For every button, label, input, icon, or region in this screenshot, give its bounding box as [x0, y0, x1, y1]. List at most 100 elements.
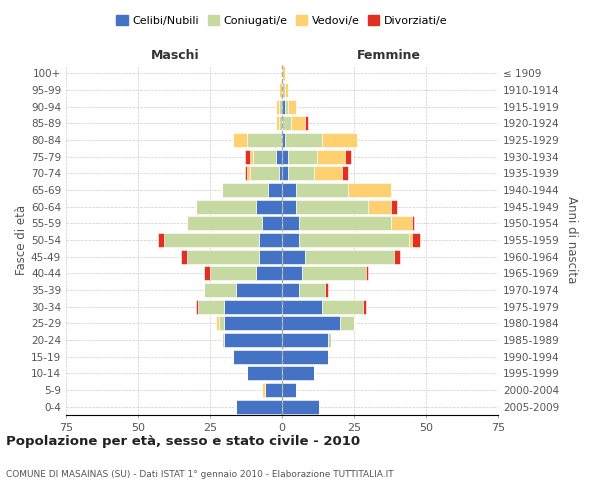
Bar: [187, 250, 259, 264]
Bar: [282, 316, 340, 330]
Bar: [362, 300, 365, 314]
Bar: [221, 333, 224, 347]
Bar: [282, 250, 305, 264]
Bar: [282, 400, 319, 414]
Bar: [288, 100, 296, 114]
Bar: [236, 400, 282, 414]
Bar: [282, 116, 290, 130]
Bar: [282, 150, 288, 164]
Bar: [314, 166, 343, 180]
Bar: [196, 300, 199, 314]
Bar: [256, 266, 282, 280]
Bar: [236, 283, 282, 297]
Bar: [158, 233, 164, 247]
Bar: [282, 83, 285, 97]
Bar: [224, 333, 282, 347]
Bar: [325, 283, 328, 297]
Bar: [221, 183, 268, 197]
Bar: [412, 216, 415, 230]
Bar: [262, 383, 265, 397]
Bar: [247, 166, 250, 180]
Bar: [259, 250, 282, 264]
Bar: [204, 266, 210, 280]
Bar: [282, 216, 299, 230]
Bar: [305, 116, 308, 130]
Bar: [268, 183, 282, 197]
Bar: [216, 316, 218, 330]
Bar: [224, 300, 282, 314]
Bar: [282, 366, 314, 380]
Bar: [282, 266, 302, 280]
Bar: [282, 66, 285, 80]
Text: Femmine: Femmine: [356, 48, 421, 62]
Bar: [348, 183, 391, 197]
Bar: [322, 133, 357, 147]
Bar: [256, 200, 282, 214]
Text: Popolazione per età, sesso e stato civile - 2010: Popolazione per età, sesso e stato civil…: [6, 435, 360, 448]
Bar: [299, 216, 391, 230]
Bar: [282, 333, 328, 347]
Bar: [224, 316, 282, 330]
Text: COMUNE DI MASAINAS (SU) - Dati ISTAT 1° gennaio 2010 - Elaborazione TUTTITALIA.I: COMUNE DI MASAINAS (SU) - Dati ISTAT 1° …: [6, 470, 394, 479]
Bar: [288, 166, 314, 180]
Bar: [218, 316, 224, 330]
Bar: [164, 233, 259, 247]
Bar: [282, 233, 299, 247]
Bar: [199, 300, 224, 314]
Bar: [181, 250, 187, 264]
Bar: [394, 250, 400, 264]
Bar: [368, 200, 391, 214]
Bar: [279, 116, 282, 130]
Bar: [285, 83, 288, 97]
Bar: [196, 200, 256, 214]
Bar: [305, 250, 394, 264]
Bar: [288, 150, 317, 164]
Bar: [299, 283, 325, 297]
Bar: [282, 350, 328, 364]
Y-axis label: Fasce di età: Fasce di età: [15, 205, 28, 275]
Bar: [247, 133, 282, 147]
Bar: [282, 383, 296, 397]
Bar: [187, 216, 262, 230]
Bar: [322, 300, 362, 314]
Bar: [282, 166, 288, 180]
Bar: [204, 283, 236, 297]
Bar: [276, 116, 279, 130]
Bar: [233, 350, 282, 364]
Bar: [279, 83, 282, 97]
Bar: [253, 150, 276, 164]
Bar: [346, 150, 351, 164]
Bar: [245, 150, 250, 164]
Bar: [282, 200, 296, 214]
Bar: [290, 116, 305, 130]
Bar: [210, 266, 256, 280]
Bar: [245, 166, 247, 180]
Bar: [328, 333, 331, 347]
Bar: [409, 233, 412, 247]
Bar: [285, 133, 322, 147]
Bar: [282, 183, 296, 197]
Bar: [340, 316, 354, 330]
Bar: [299, 233, 409, 247]
Bar: [259, 233, 282, 247]
Bar: [247, 366, 282, 380]
Bar: [279, 100, 282, 114]
Bar: [233, 133, 247, 147]
Bar: [285, 100, 288, 114]
Bar: [282, 100, 285, 114]
Bar: [296, 183, 348, 197]
Bar: [296, 200, 368, 214]
Bar: [262, 216, 282, 230]
Bar: [276, 150, 282, 164]
Bar: [282, 300, 322, 314]
Bar: [302, 266, 365, 280]
Bar: [279, 166, 282, 180]
Bar: [282, 283, 299, 297]
Bar: [250, 150, 253, 164]
Bar: [391, 200, 397, 214]
Bar: [343, 166, 348, 180]
Y-axis label: Anni di nascita: Anni di nascita: [565, 196, 578, 284]
Bar: [276, 100, 279, 114]
Bar: [365, 266, 368, 280]
Bar: [250, 166, 279, 180]
